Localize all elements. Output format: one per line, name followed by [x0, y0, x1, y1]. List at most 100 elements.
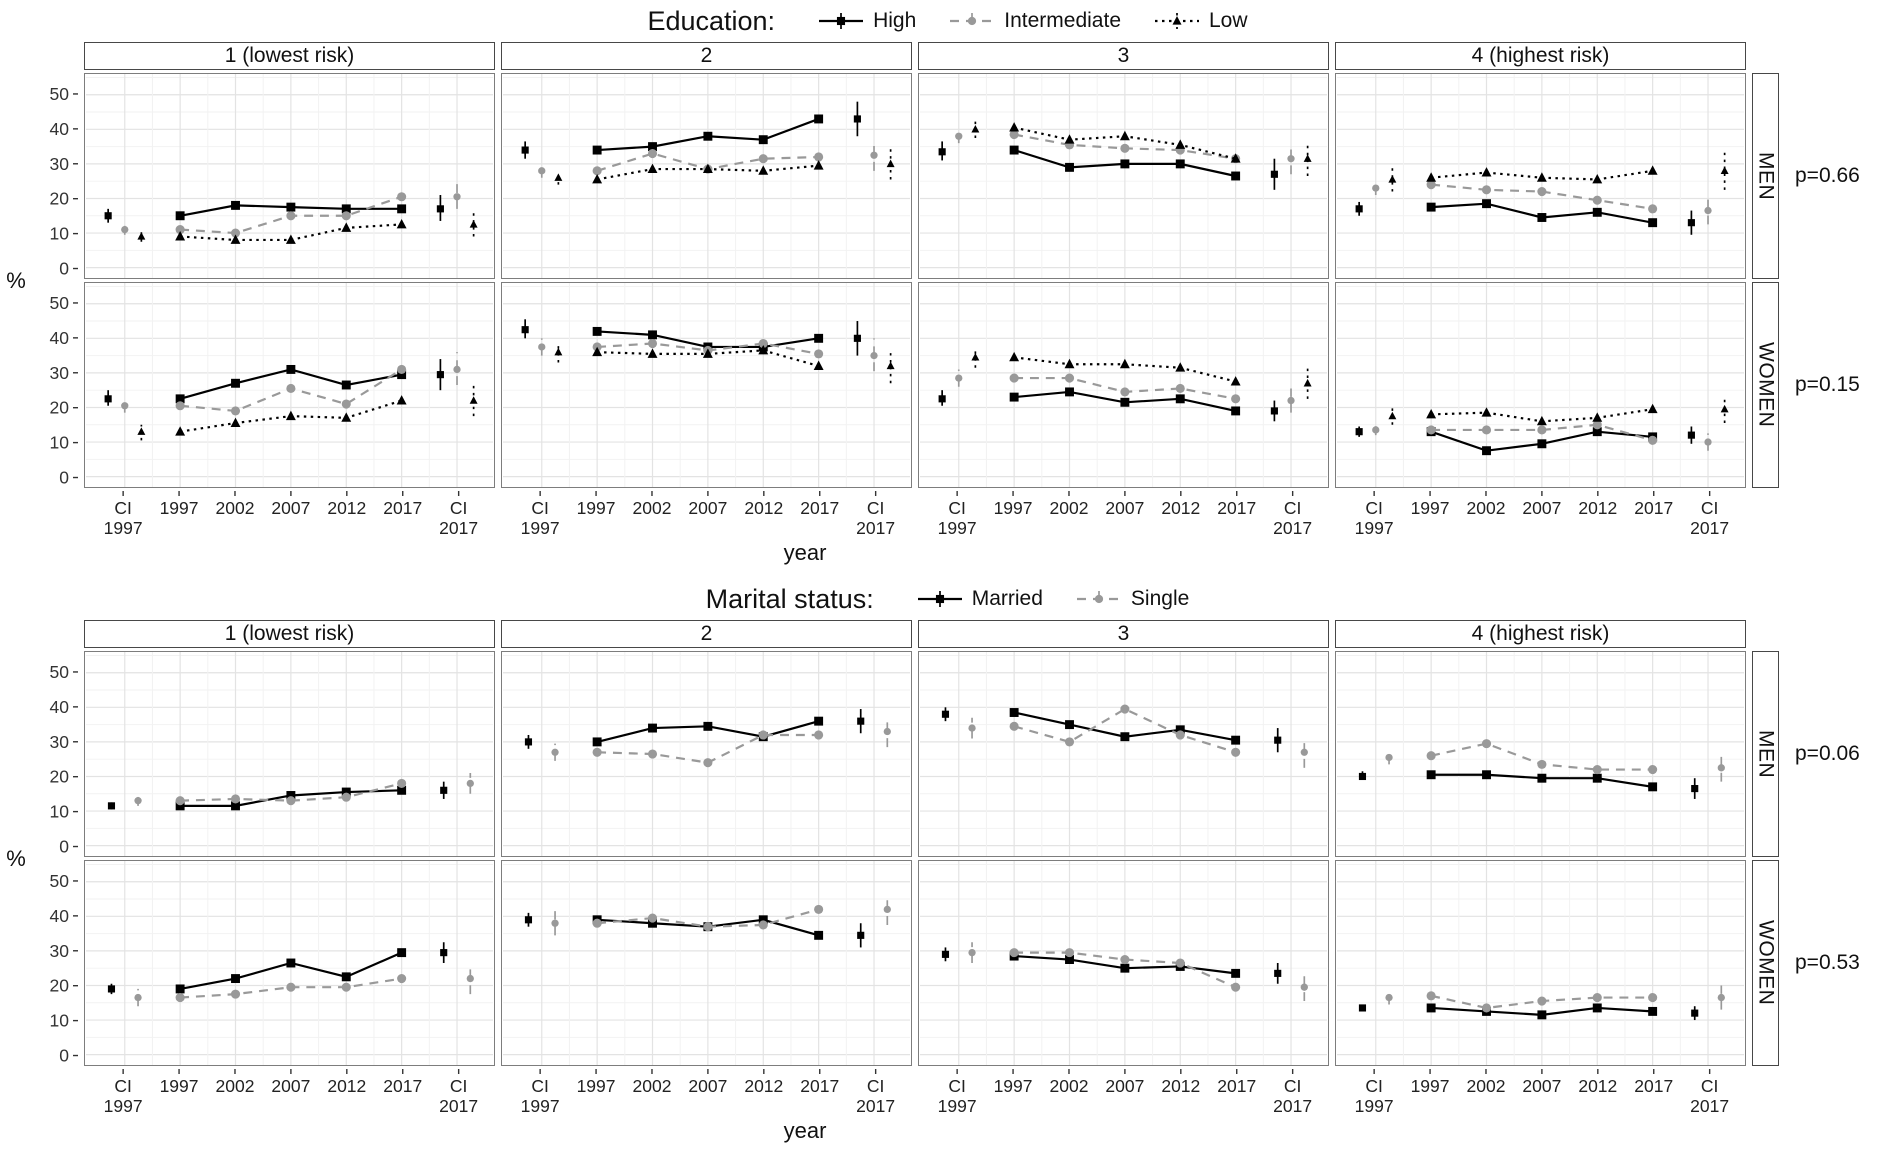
- facet-strip-risk2: 2: [501, 42, 912, 70]
- facet-strip-risk3: 3: [918, 42, 1329, 70]
- svg-text:2017: 2017: [856, 518, 895, 535]
- svg-text:CI: CI: [1701, 1076, 1719, 1096]
- facet-strip-label: 2: [700, 44, 713, 67]
- svg-text:2017: 2017: [1273, 1096, 1312, 1113]
- panel-education-men-risk4: [1335, 73, 1746, 279]
- svg-text:2012: 2012: [1161, 1076, 1200, 1096]
- svg-text:2007: 2007: [271, 1076, 310, 1096]
- y-axis-women: 0 10 20 30 40 50: [50, 293, 78, 488]
- facet-strip-risk1: 1 (lowest risk): [84, 42, 495, 70]
- svg-text:50: 50: [50, 293, 70, 313]
- svg-text:1997: 1997: [521, 518, 560, 535]
- legend-label-intermediate: Intermediate: [1004, 9, 1121, 32]
- panel-marital-men-risk4: [1335, 651, 1746, 857]
- svg-text:2017: 2017: [383, 1076, 422, 1096]
- marital-legend-title: Marital status:: [705, 583, 874, 614]
- education-figure: Education: High Intermediate Low 1 (lowe…: [0, 0, 1895, 566]
- svg-text:1997: 1997: [1411, 1076, 1450, 1096]
- row-strip-label: MEN: [1754, 151, 1778, 201]
- svg-text:50: 50: [50, 84, 70, 104]
- svg-text:2017: 2017: [1217, 1076, 1256, 1096]
- svg-text:40: 40: [50, 906, 70, 926]
- svg-text:CI: CI: [1365, 1076, 1383, 1096]
- legend-item-low: Low: [1153, 9, 1248, 33]
- svg-text:1997: 1997: [104, 518, 143, 535]
- education-legend: Education: High Intermediate Low: [0, 0, 1895, 42]
- p-value-education-men: p=0.66: [1795, 164, 1860, 187]
- svg-text:2002: 2002: [1050, 1076, 1089, 1096]
- legend-label-high: High: [873, 9, 917, 32]
- panel-marital-women-risk2: [501, 860, 912, 1066]
- svg-text:10: 10: [50, 802, 70, 822]
- panel-education-women-risk1: [84, 282, 495, 488]
- legend-item-intermediate: Intermediate: [948, 9, 1121, 33]
- svg-text:40: 40: [50, 697, 70, 717]
- svg-text:2012: 2012: [1578, 1076, 1617, 1096]
- svg-text:20: 20: [50, 976, 70, 996]
- panel-education-men-risk2: [501, 73, 912, 279]
- svg-text:2007: 2007: [688, 1076, 727, 1096]
- svg-text:20: 20: [50, 189, 70, 209]
- svg-text:1997: 1997: [938, 1096, 977, 1113]
- panel-education-men-risk1: [84, 73, 495, 279]
- svg-text:CI: CI: [450, 1076, 468, 1096]
- legend-item-high: High: [817, 9, 916, 33]
- row-strip-label: WOMEN: [1754, 342, 1778, 428]
- panel-marital-men-risk1: [84, 651, 495, 857]
- svg-text:1997: 1997: [1411, 498, 1450, 518]
- svg-text:2017: 2017: [439, 1096, 478, 1113]
- svg-text:CI: CI: [114, 498, 132, 518]
- svg-text:2012: 2012: [744, 1076, 783, 1096]
- svg-text:2007: 2007: [1105, 498, 1144, 518]
- facet-strip-label: 2: [700, 622, 713, 645]
- svg-text:20: 20: [50, 767, 70, 787]
- p-value-marital-men: p=0.06: [1795, 742, 1860, 765]
- marital-status-figure: Marital status: Married Single 1 (lowest…: [0, 578, 1895, 1144]
- svg-text:2017: 2017: [383, 498, 422, 518]
- svg-text:2012: 2012: [1161, 498, 1200, 518]
- svg-text:CI: CI: [1701, 498, 1719, 518]
- panel-marital-women-risk1: [84, 860, 495, 1066]
- svg-text:2017: 2017: [1634, 498, 1673, 518]
- facet-strip-women: WOMEN: [1752, 282, 1779, 488]
- facet-strip-label: 1 (lowest risk): [224, 622, 355, 645]
- svg-text:CI: CI: [867, 1076, 885, 1096]
- panel-education-women-risk2: [501, 282, 912, 488]
- svg-text:2002: 2002: [1467, 1076, 1506, 1096]
- facet-strip-risk4: 4 (highest risk): [1335, 620, 1746, 648]
- svg-text:50: 50: [50, 871, 70, 891]
- svg-text:1997: 1997: [104, 1096, 143, 1113]
- svg-text:30: 30: [50, 732, 70, 752]
- svg-text:2007: 2007: [1105, 1076, 1144, 1096]
- legend-label-married: Married: [971, 587, 1043, 610]
- y-axis-women: 0 10 20 30 40 50: [50, 871, 78, 1066]
- svg-text:CI: CI: [948, 1076, 966, 1096]
- svg-text:CI: CI: [867, 498, 885, 518]
- svg-text:1997: 1997: [160, 1076, 199, 1096]
- svg-text:2007: 2007: [688, 498, 727, 518]
- legend-label-low: Low: [1209, 9, 1248, 32]
- high-series-key-icon: [819, 13, 864, 29]
- svg-text:CI: CI: [114, 1076, 132, 1096]
- svg-text:2017: 2017: [800, 1076, 839, 1096]
- svg-text:2017: 2017: [1690, 518, 1729, 535]
- svg-text:10: 10: [50, 224, 70, 244]
- intermediate-series-key-icon: [950, 13, 995, 29]
- facet-strip-women: WOMEN: [1752, 860, 1779, 1066]
- facet-strip-men: MEN: [1752, 73, 1779, 279]
- facet-strip-risk2: 2: [501, 620, 912, 648]
- svg-text:2002: 2002: [633, 1076, 672, 1096]
- svg-text:0: 0: [59, 259, 69, 279]
- facet-strip-risk4: 4 (highest risk): [1335, 42, 1746, 70]
- svg-text:1997: 1997: [577, 498, 616, 518]
- svg-text:2002: 2002: [1467, 498, 1506, 518]
- p-value-education-women: p=0.15: [1795, 373, 1860, 396]
- education-facet-grid: 1 (lowest risk) 2 3 4 (highest risk) % 0…: [0, 42, 1895, 565]
- svg-text:40: 40: [50, 328, 70, 348]
- svg-text:1997: 1997: [521, 1096, 560, 1113]
